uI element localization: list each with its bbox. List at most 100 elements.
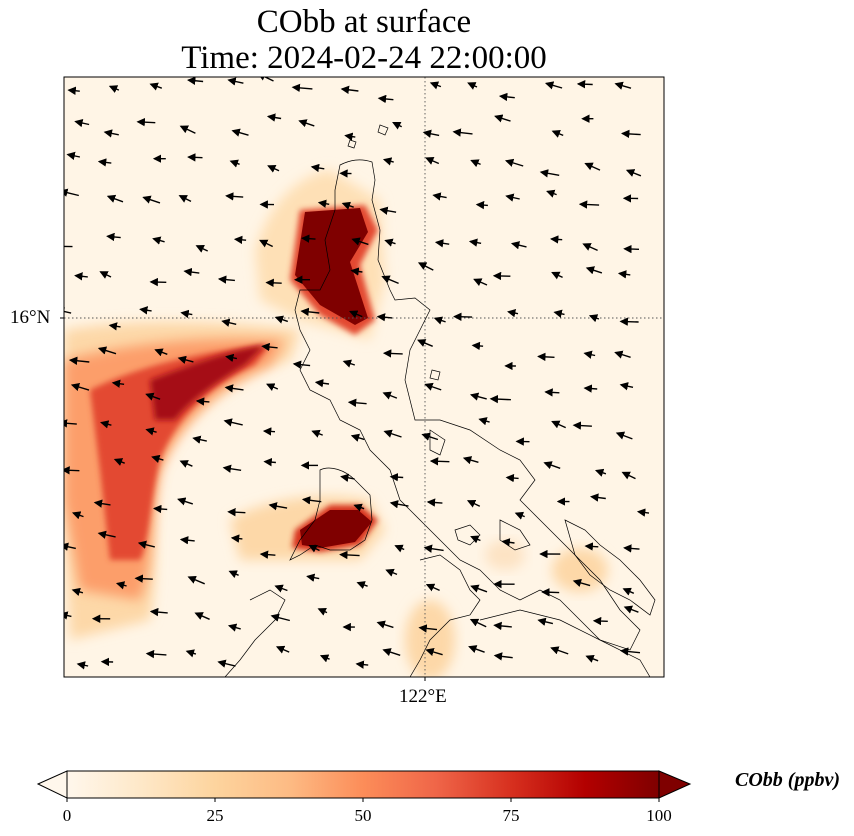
- wind-arrow: [453, 312, 473, 321]
- wind-arrow: [145, 649, 167, 659]
- wind-arrow: [317, 607, 328, 616]
- map-panel: [60, 76, 665, 681]
- cobb-plume-south: [230, 496, 385, 560]
- wind-arrow: [97, 530, 116, 539]
- wind-arrow: [311, 429, 323, 438]
- wind-arrow: [510, 241, 527, 250]
- wind-arrow: [93, 499, 111, 508]
- wind-arrow: [382, 648, 401, 657]
- wind-arrow: [470, 159, 481, 168]
- wind-arrow: [275, 645, 290, 654]
- wind-arrow: [151, 454, 164, 463]
- wind-arrow: [471, 341, 484, 351]
- wind-arrow: [493, 652, 513, 661]
- wind-arrow: [425, 157, 440, 165]
- wind-arrow: [615, 431, 633, 440]
- wind-arrow: [394, 544, 405, 553]
- wind-arrow: [422, 129, 440, 138]
- wind-arrow: [433, 316, 446, 325]
- wind-arrow: [108, 322, 121, 331]
- wind-arrow: [178, 195, 192, 203]
- wind-arrow: [291, 83, 313, 93]
- wind-arrow: [385, 568, 398, 577]
- wind-arrow: [300, 307, 320, 317]
- wind-arrow: [99, 271, 112, 279]
- wind-arrow: [267, 165, 280, 173]
- wind-arrow: [546, 189, 557, 198]
- wind-arrow: [417, 262, 434, 271]
- wind-arrow: [550, 235, 563, 244]
- gridlines: [64, 77, 664, 677]
- wind-arrow: [417, 339, 433, 347]
- wind-arrow: [619, 647, 641, 656]
- wind-arrow: [473, 278, 488, 287]
- wind-arrow: [145, 427, 157, 436]
- wind-arrow: [64, 466, 80, 475]
- wind-arrow: [185, 649, 197, 658]
- wind-arrow: [274, 584, 288, 593]
- wind-arrow: [139, 306, 152, 315]
- wind-arrow: [539, 169, 560, 178]
- wind-arrow: [292, 360, 311, 369]
- wind-arrow: [136, 117, 156, 127]
- wind-arrow: [389, 500, 409, 509]
- wind-arrow: [64, 188, 79, 197]
- wind-arrow: [551, 271, 563, 280]
- wind-arrow: [262, 427, 276, 436]
- wind-arrow: [350, 267, 363, 276]
- wind-arrow: [468, 645, 485, 654]
- wind-arrow: [377, 94, 394, 104]
- wind-arrow: [221, 318, 237, 327]
- wind-arrow: [356, 581, 368, 590]
- wind-arrow: [228, 570, 239, 579]
- wind-arrow: [466, 499, 481, 508]
- wind-arrow: [572, 421, 592, 430]
- wind-arrow: [584, 162, 601, 171]
- wind-arrow: [106, 232, 121, 242]
- wind-arrow: [153, 504, 168, 514]
- latitude-tick-label: 16°N: [10, 307, 51, 328]
- wind-arrow: [505, 473, 519, 483]
- wind-arrow: [66, 151, 81, 161]
- colorbar-extend-max: [658, 770, 692, 799]
- wind-arrow: [621, 471, 636, 480]
- wind-arrow: [583, 384, 598, 393]
- wind-arrow: [342, 359, 356, 368]
- wind-arrow: [177, 355, 194, 364]
- wind-arrow: [187, 575, 205, 585]
- wind-arrow: [227, 623, 241, 632]
- wind-arrow: [429, 457, 450, 466]
- wind-arrow: [392, 121, 403, 130]
- wind-arrow: [590, 493, 606, 502]
- wind-arrow: [298, 119, 315, 128]
- wind-arrow: [494, 114, 511, 123]
- wind-arrow: [582, 243, 598, 252]
- wind-arrow: [149, 82, 163, 91]
- wind-arrow: [231, 128, 249, 137]
- map-title-line2: Time: 2024-02-24 22:00:00: [181, 40, 547, 76]
- wind-arrow: [74, 118, 90, 128]
- wind-arrow: [501, 538, 515, 547]
- wind-arrow: [462, 456, 479, 465]
- wind-arrow: [347, 398, 367, 407]
- wind-arrow: [537, 352, 555, 362]
- wind-arrow: [470, 584, 488, 593]
- wind-arrow: [71, 587, 84, 596]
- colorbar: [36, 770, 692, 802]
- wind-arrow: [585, 654, 599, 663]
- wind-arrow: [551, 129, 564, 138]
- wind-arrow: [259, 239, 274, 248]
- wind-arrow: [421, 432, 439, 441]
- wind-arrow: [180, 309, 193, 319]
- colorbar-tick-25: 25: [206, 806, 224, 825]
- wind-arrow: [230, 534, 243, 543]
- colorbar-tick-50: 50: [354, 806, 372, 825]
- wind-arrow: [470, 535, 481, 544]
- wind-arrow: [270, 613, 290, 622]
- wind-arrow: [469, 618, 487, 628]
- wind-arrow: [382, 157, 394, 166]
- wind-arrow: [266, 383, 279, 391]
- wind-arrow: [142, 195, 161, 204]
- wind-arrow: [274, 315, 289, 324]
- wind-arrow: [550, 646, 569, 655]
